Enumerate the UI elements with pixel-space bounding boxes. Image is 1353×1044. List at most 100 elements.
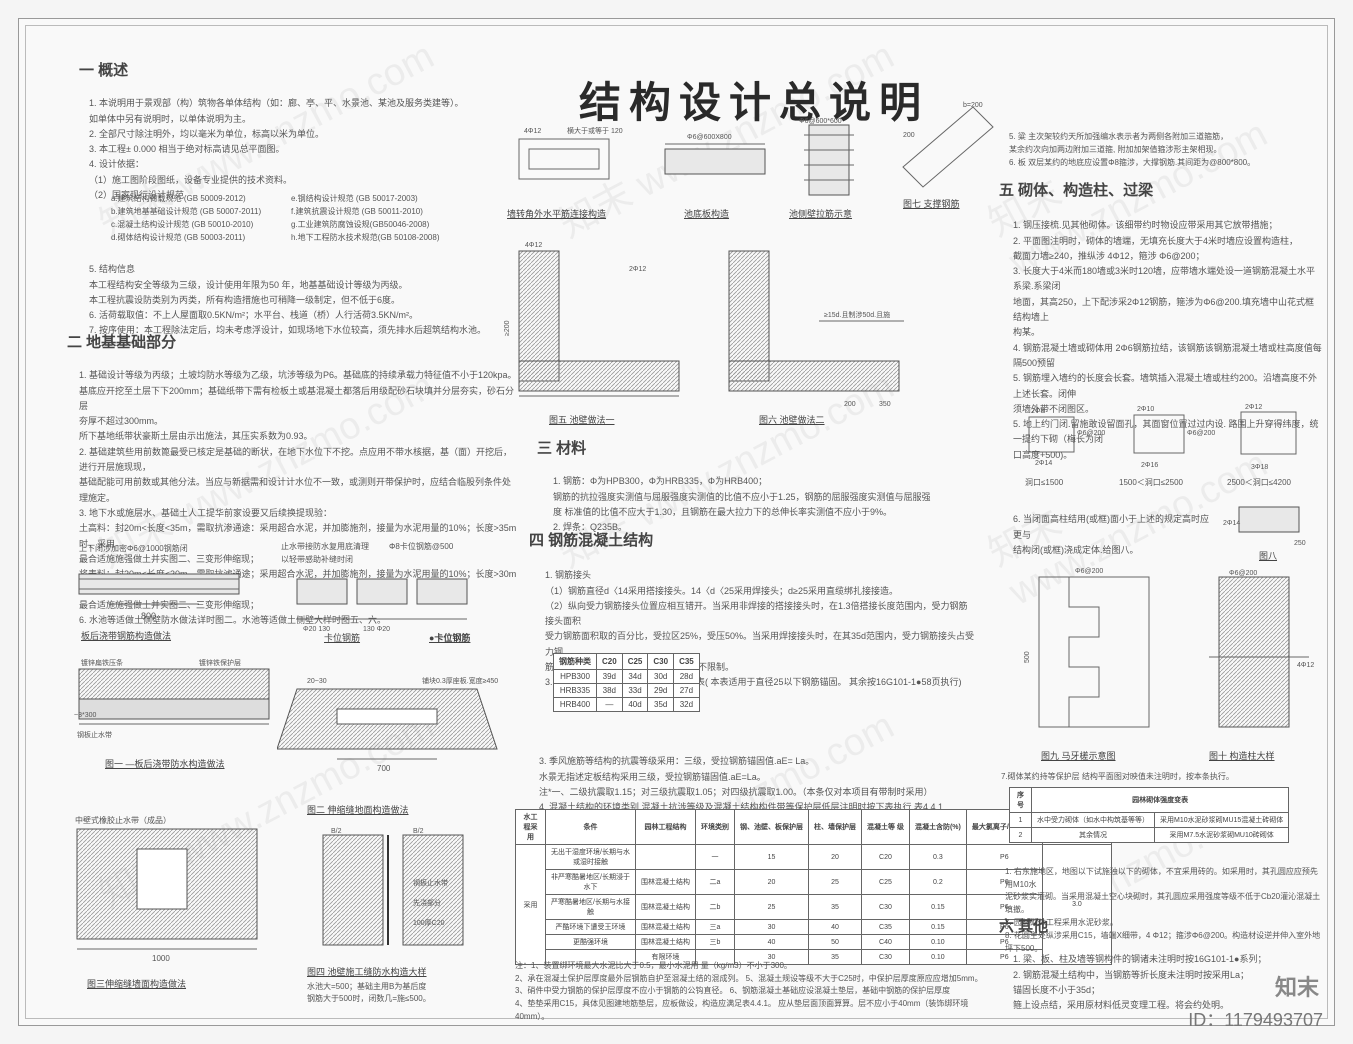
fig4-diagram: B/2B/2 钢板止水带 先浇部分 100厚C20 — [293, 825, 503, 965]
anchor-length-table: 钢筋种类 C20 C25 C30 C35 HPB30039d34d30d28d … — [553, 653, 700, 712]
fig5-label: 图五 池壁做法一 — [549, 413, 615, 426]
figZ-label: 池侧壁拉筋示意 — [789, 207, 852, 220]
fig3-label: 图三伸缩缝墙面构造做法 — [87, 977, 186, 990]
svg-text:镀锌铁保护层: 镀锌铁保护层 — [199, 658, 241, 667]
masonry-extra: 6. 当闭面高柱结用(或框)面小于上述的规定高时应更与 结构闭(或框)浇成定体.… — [1013, 497, 1213, 558]
code-b: b.建筑地基基础设计规范 (GB 50007-2011) — [111, 206, 261, 219]
svg-text:2Φ16: 2Φ16 — [1141, 462, 1158, 469]
fig7-label: 图七 支撑钢筋 — [903, 197, 960, 210]
svg-text:先浇部分: 先浇部分 — [413, 898, 441, 907]
code-d: d.砌体结构设计规范 (GB 50003-2011) — [111, 232, 245, 245]
section-1-heading: 一 概述 — [79, 59, 128, 80]
svg-text:250: 250 — [1294, 540, 1306, 547]
svg-text:Φ6@200: Φ6@200 — [1187, 430, 1215, 437]
svg-text:4Φ12: 4Φ12 — [524, 128, 541, 135]
lintel-3: 2500＜洞口≤4200 — [1227, 477, 1291, 490]
card-label-2: ●卡位钢筋 — [429, 631, 470, 644]
figX-label: 墙转角外水平筋连接构造 — [507, 207, 606, 220]
fig9-label: 图九 马牙槎示意图 — [1041, 749, 1116, 762]
code-f: f.建筑抗震设计规范 (GB 50011-2010) — [291, 206, 423, 219]
fig10-diagram: Φ6@200 4Φ12 — [1189, 567, 1329, 747]
svg-text:钢板止水带: 钢板止水带 — [413, 878, 448, 887]
svg-text:2Φ14: 2Φ14 — [1035, 460, 1052, 467]
section-5-heading: 五 砌体、构造柱、过梁 — [999, 179, 1153, 200]
svg-text:3Φ18: 3Φ18 — [1251, 464, 1268, 471]
mas-note7: 7.砌体某约持等保护层 结构平面图对映值未注明时，按本条执行。 — [1001, 771, 1321, 784]
fig6-label: 图六 池壁做法二 — [759, 413, 825, 426]
svg-text:b=200: b=200 — [963, 102, 983, 109]
svg-text:2Φ10: 2Φ10 — [1137, 406, 1154, 413]
svg-text:镀锌扁铁压条: 镀锌扁铁压条 — [81, 658, 123, 667]
section-4-heading: 四 钢筋混凝土结构 — [529, 529, 653, 550]
svg-text:~3*300: ~3*300 — [74, 712, 96, 719]
code-g: g.工业建筑防腐蚀设规(GB50046-2008) — [291, 219, 429, 232]
card6: Φ8卡位钢筋@500 — [389, 541, 453, 554]
top-right-notes: 5. 粱 主次架较约天所加强编水表示者为两侧各附加三道箍筋， 某余约次向加两边附… — [1009, 131, 1319, 169]
svg-text:200: 200 — [844, 401, 856, 408]
figY-label: 池底板构造 — [684, 207, 729, 220]
fig1-label: 图一 —板后浇带防水构造做法 — [105, 757, 225, 770]
svg-text:Φ6@200: Φ6@200 — [1229, 570, 1257, 577]
image-id: ID：1179493707 — [1188, 1006, 1323, 1032]
svg-text:Φ6@600*600: Φ6@600*600 — [799, 118, 842, 125]
lintel-sections: 2Φ8 Φ6@200 2Φ14 2Φ10 Φ6@200 2Φ16 2Φ12 3Φ18 — [1019, 397, 1319, 477]
fig8-diagram: 2Φ14 250 — [1219, 495, 1319, 551]
svg-text:700: 700 — [377, 764, 391, 773]
svg-text:2Φ12: 2Φ12 — [629, 266, 646, 273]
svg-text:1000: 1000 — [152, 954, 170, 963]
fig8-label: 图八 — [1259, 549, 1277, 562]
rebar-splice-diagram: 800 — [69, 549, 269, 629]
fig9-diagram: Φ6@200 500 — [1019, 567, 1179, 747]
svg-text:2Φ12: 2Φ12 — [1245, 404, 1262, 411]
fig-a-label: 板后浇带钢筋构造做法 — [81, 629, 171, 642]
svg-text:铺块0.3厚座板.宽度≥450: 铺块0.3厚座板.宽度≥450 — [422, 676, 498, 685]
brand-logo: 知末 — [1275, 970, 1319, 1002]
svg-text:4Φ12: 4Φ12 — [1297, 662, 1314, 669]
svg-text:Φ6@200: Φ6@200 — [1077, 430, 1105, 437]
side-wall-tie: Φ6@600*600 — [789, 115, 879, 205]
svg-text:800: 800 — [141, 611, 156, 621]
note-waterstop: 止水带接防水复用底清理以轻带感助补缝时闭 — [281, 541, 369, 567]
svg-text:B/2: B/2 — [413, 828, 424, 835]
svg-text:100厚C20: 100厚C20 — [413, 919, 445, 927]
svg-text:≥200: ≥200 — [504, 320, 511, 336]
bottom-slab: Φ6@600X800 — [655, 119, 775, 204]
card-label: 卡位钢筋 — [324, 631, 360, 644]
fig5-diagram: 4Φ12 2Φ12 ≥200 — [499, 231, 699, 411]
rubber-ws: 中壁式橡胶止水带（成品） — [75, 815, 171, 828]
fig4-note2: 钢筋大于500时，闭数几=施≤500。 — [307, 993, 431, 1006]
rc-extra: 3. 季风施筋等结构的抗震等级采用：三级，受拉钢筋锚固值.aE= La。 水景无… — [539, 739, 979, 815]
svg-text:200: 200 — [903, 132, 915, 139]
section-6-heading: 六 其他 — [999, 915, 1048, 936]
fig6-diagram: ≥15d.且制涉50d.且施 200 350 — [709, 231, 919, 411]
code-h: h.地下工程防水技术规范(GB 50108-2008) — [291, 232, 440, 245]
fig2-diagram: 700 20~30 铺块0.3厚座板.宽度≥450 — [277, 649, 517, 799]
fig4-label: 图四 池壁施工缝防水构造大样 — [307, 965, 427, 978]
fig7-diagram: b=200 200 — [893, 97, 1003, 197]
material-text: 1. 钢筋：Φ为HPB300，Φ为HRB335，Φ为HRB400； 钢筋的抗拉强… — [553, 459, 953, 535]
svg-text:130 Φ20: 130 Φ20 — [363, 626, 390, 633]
fig2-label: 图二 伸缩缝地面构造做法 — [307, 803, 409, 816]
fig3-diagram: 1000 — [67, 819, 277, 969]
svg-text:4Φ12: 4Φ12 — [525, 242, 542, 249]
svg-text:2Φ8: 2Φ8 — [1031, 408, 1044, 415]
svg-text:≥15d.且制涉50d.且施: ≥15d.且制涉50d.且施 — [824, 310, 890, 319]
svg-text:350: 350 — [879, 401, 891, 408]
corner-rebar: 4Φ12 横大于或等于 120 — [499, 119, 639, 204]
overview-5-7: 5. 结构信息 本工程结构安全等级为三级，设计使用年限为50 年，地基基础设计等… — [89, 247, 509, 339]
overview-text: 1. 本说明用于景观部（构）筑物各单体结构（如：廊、亭、平、水景池、某池及服务类… — [89, 81, 489, 203]
fig10-label: 图十 构造柱大样 — [1209, 749, 1275, 762]
drawing-frame: 知末 www.znzmo.com 知末 www.znzmo.com 知末 www… — [18, 18, 1335, 1026]
svg-text:2Φ14: 2Φ14 — [1223, 520, 1240, 527]
fig1-diagram: 镀锌扁铁压条 镀锌铁保护层 ~3*300 钢板止水带 — [69, 649, 289, 759]
svg-text:Φ6@600X800: Φ6@600X800 — [687, 134, 732, 141]
code-e: e.钢结构设计规范 (GB 50017-2003) — [291, 193, 418, 206]
svg-text:500: 500 — [1024, 651, 1031, 663]
code-c: c.混凝土结构设计规范 (GB 50010-2010) — [111, 219, 253, 232]
svg-text:横大于或等于 120: 横大于或等于 120 — [567, 126, 623, 135]
svg-text:20~30: 20~30 — [307, 678, 327, 685]
brick-strength-table: 序号园林砌体强度变表 1水中受力砌体（如水中构筑基等等）采用M10水泥砂浆砌MU… — [1009, 787, 1289, 843]
rebar-note: 上下闭涉加密Φ6@1000钢筋闭 — [79, 543, 188, 556]
code-a: a.建筑结构荷载规范 (GB 50009-2012) — [111, 193, 246, 206]
lintel-2: 1500＜洞口≤2500 — [1119, 477, 1183, 490]
